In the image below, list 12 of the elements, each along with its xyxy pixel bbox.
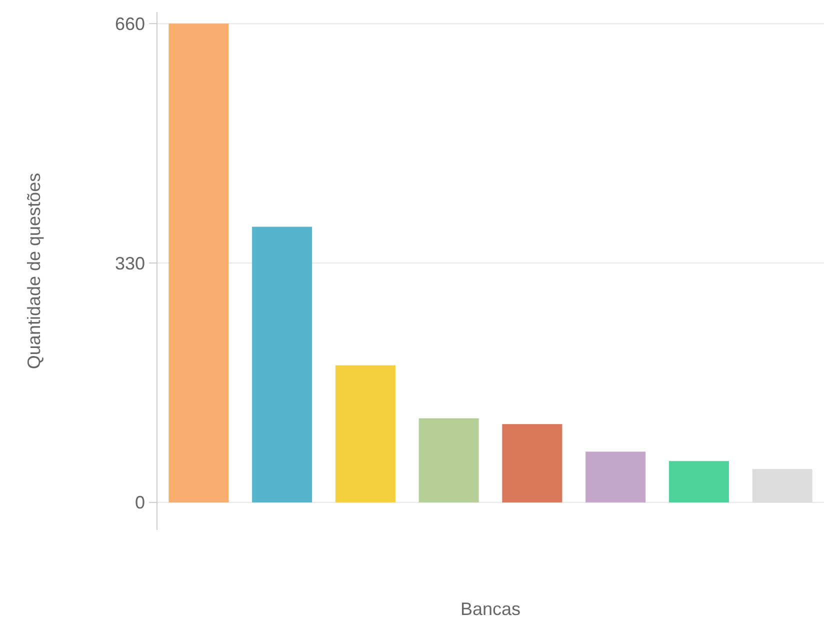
y-tick-label: 330 [114, 253, 145, 274]
x-axis-title: Bancas [460, 599, 521, 619]
bar [335, 365, 396, 502]
bar [502, 424, 562, 502]
y-tick-label: 0 [134, 492, 145, 513]
y-tick-label: 660 [114, 14, 145, 34]
bar [586, 452, 646, 502]
y-axis-title: Quantidade de questões [24, 172, 44, 370]
bar [168, 24, 229, 502]
bar [668, 461, 729, 502]
bar [252, 226, 312, 502]
bar [418, 418, 479, 502]
